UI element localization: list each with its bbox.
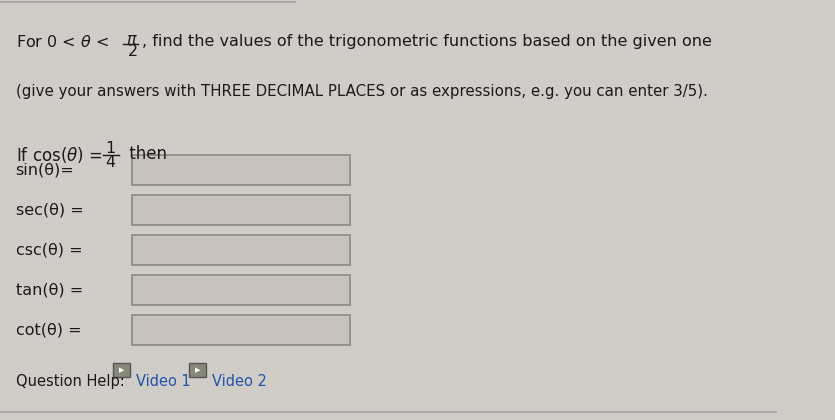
Text: Video 1: Video 1 [136,374,190,389]
FancyBboxPatch shape [132,275,350,305]
Text: csc(θ) =: csc(θ) = [16,242,82,257]
Text: 1: 1 [105,141,115,156]
Text: If cos($\theta$) =: If cos($\theta$) = [16,145,104,165]
FancyBboxPatch shape [132,235,350,265]
FancyBboxPatch shape [189,363,206,377]
Text: Question Help:: Question Help: [16,374,134,389]
Text: sin(θ)=: sin(θ)= [16,163,74,178]
Text: (give your answers with THREE DECIMAL PLACES or as expressions, e.g. you can ent: (give your answers with THREE DECIMAL PL… [16,84,707,99]
FancyBboxPatch shape [113,363,129,377]
FancyBboxPatch shape [132,195,350,225]
Text: then: then [124,145,167,163]
Text: sec(θ) =: sec(θ) = [16,202,84,218]
Text: 2: 2 [128,44,138,59]
Text: cot(θ) =: cot(θ) = [16,322,81,337]
FancyBboxPatch shape [132,155,350,185]
Text: tan(θ) =: tan(θ) = [16,282,83,297]
Text: , find the values of the trigonometric functions based on the given one: , find the values of the trigonometric f… [142,34,712,49]
Text: ▶: ▶ [119,367,124,373]
Text: $\pi$: $\pi$ [126,32,138,47]
Text: For 0 < $\theta$ <: For 0 < $\theta$ < [16,34,110,50]
Text: 4: 4 [106,155,116,171]
Text: Video 2: Video 2 [212,374,267,389]
Text: ▶: ▶ [195,367,200,373]
FancyBboxPatch shape [132,315,350,345]
